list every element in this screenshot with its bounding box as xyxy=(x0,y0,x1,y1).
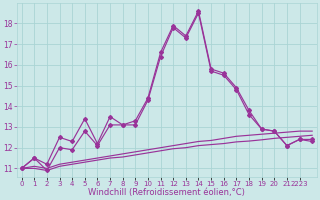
X-axis label: Windchill (Refroidissement éolien,°C): Windchill (Refroidissement éolien,°C) xyxy=(88,188,245,197)
